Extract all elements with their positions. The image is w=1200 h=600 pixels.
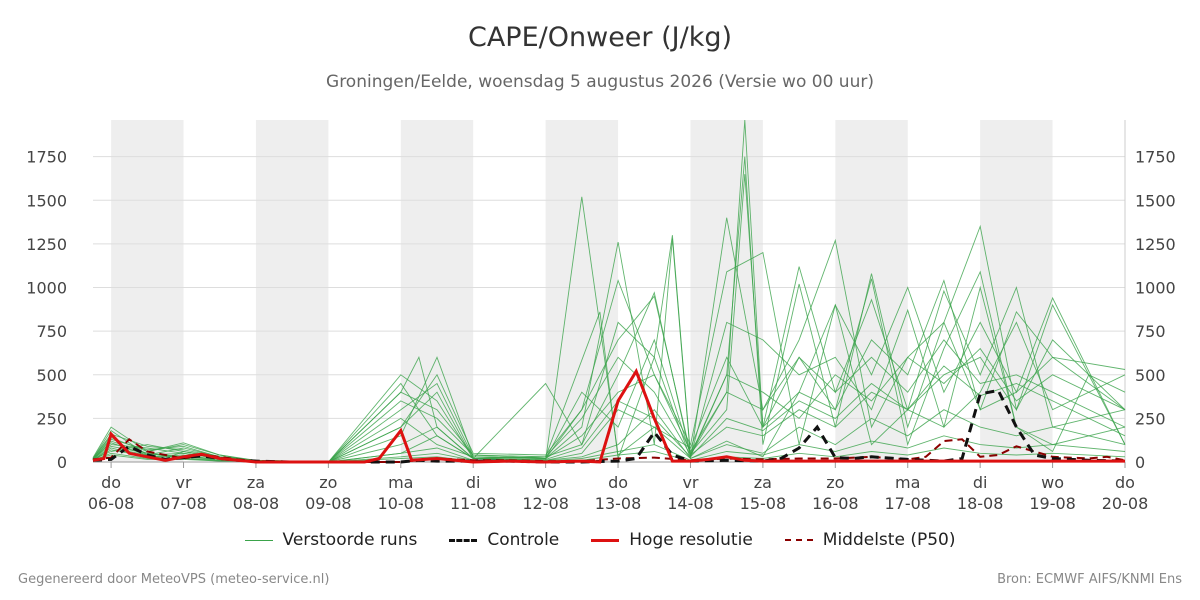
x-tick-date-11: 17-08 [884,494,931,513]
legend-label-ensemble: Verstoorde runs [282,530,418,550]
legend-label-median: Middelste (P50) [822,530,956,550]
x-tick-date-6: 12-08 [522,494,569,513]
x-tick-date-10: 16-08 [812,494,859,513]
y-tick-label-left-2: 500 [36,366,67,385]
chart-legend: Verstoorde runs Controle Hoge resolutie … [0,530,1200,550]
x-tick-day-8: vr [682,473,698,492]
x-tick-day-11: ma [895,473,920,492]
y-tick-label-left-1: 250 [36,409,67,428]
legend-item-control: Controle [449,530,559,550]
y-tick-label-left-6: 1500 [26,191,67,210]
x-tick-day-7: do [608,473,628,492]
legend-item-ensemble: Verstoorde runs [244,530,418,550]
legend-label-control: Controle [487,530,560,550]
shaded-band-3 [545,120,619,462]
y-tick-label-left-4: 1000 [26,279,67,298]
shaded-band-1 [255,120,329,462]
x-tick-date-3: 09-08 [305,494,352,513]
x-tick-day-10: zo [826,473,844,492]
shaded-band-2 [400,120,474,462]
high-res-line [92,367,1125,464]
x-tick-day-14: do [1115,473,1135,492]
x-tick-day-9: za [754,473,772,492]
x-tick-date-2: 08-08 [233,494,280,513]
x-tick-date-13: 19-08 [1029,494,1076,513]
x-tick-date-12: 18-08 [957,494,1004,513]
x-tick-date-14: 20-08 [1102,494,1149,513]
legend-item-median: Middelste (P50) [784,530,956,550]
y-tick-label-right-7: 1750 [1135,148,1176,167]
legend-item-high-res: Hoge resolutie [591,530,753,550]
y-tick-label-left-7: 1750 [26,148,67,167]
footer-credit: Gegenereerd door MeteoVPS (meteo-service… [18,572,330,587]
median-line [92,438,1126,463]
x-tick-day-6: wo [534,473,557,492]
x-tick-day-4: ma [388,473,413,492]
legend-swatch-median [784,539,813,541]
shaded-band-6 [980,120,1053,462]
y-tick-label-right-0: 0 [1135,453,1145,472]
legend-swatch-control [449,538,478,542]
shaded-band-4 [690,120,763,462]
y-tick-label-right-2: 500 [1135,366,1166,385]
y-tick-label-right-5: 1250 [1135,235,1176,254]
shaded-band-5 [835,120,908,462]
chart-title: CAPE/Onweer (J/kg) [467,22,732,53]
legend-label-high-res: Hoge resolutie [629,530,753,550]
legend-swatch-high-res [591,538,620,542]
footer-source: Bron: ECMWF AIFS/KNMI Ens [997,572,1182,587]
x-tick-day-13: wo [1041,473,1064,492]
x-tick-day-1: vr [176,473,192,492]
x-tick-day-3: zo [319,473,337,492]
x-tick-date-8: 14-08 [667,494,714,513]
y-tick-label-right-3: 750 [1135,322,1166,341]
y-tick-label-right-1: 250 [1135,409,1166,428]
chart-subtitle: Groningen/Eelde, woensdag 5 augustus 202… [326,72,874,92]
y-tick-label-right-4: 1000 [1135,279,1176,298]
x-tick-date-9: 15-08 [740,494,787,513]
x-tick-date-7: 13-08 [595,494,642,513]
shaded-band-0 [111,120,184,462]
x-tick-day-12: di [973,473,988,492]
ensemble-line-13 [92,447,1126,463]
y-tick-label-right-6: 1500 [1135,191,1176,210]
y-tick-label-left-3: 750 [36,322,67,341]
y-tick-label-left-5: 1250 [26,235,67,254]
x-tick-day-5: di [466,473,481,492]
x-tick-date-1: 07-08 [160,494,207,513]
x-tick-day-0: do [101,473,121,492]
y-tick-label-left-0: 0 [57,453,67,472]
x-tick-day-2: za [247,473,265,492]
ensemble-line-14 [92,365,1126,463]
legend-swatch-ensemble [244,539,273,541]
x-tick-date-0: 06-08 [88,494,135,513]
control-line [92,388,1126,464]
x-tick-date-5: 11-08 [450,494,497,513]
x-tick-date-4: 10-08 [378,494,425,513]
